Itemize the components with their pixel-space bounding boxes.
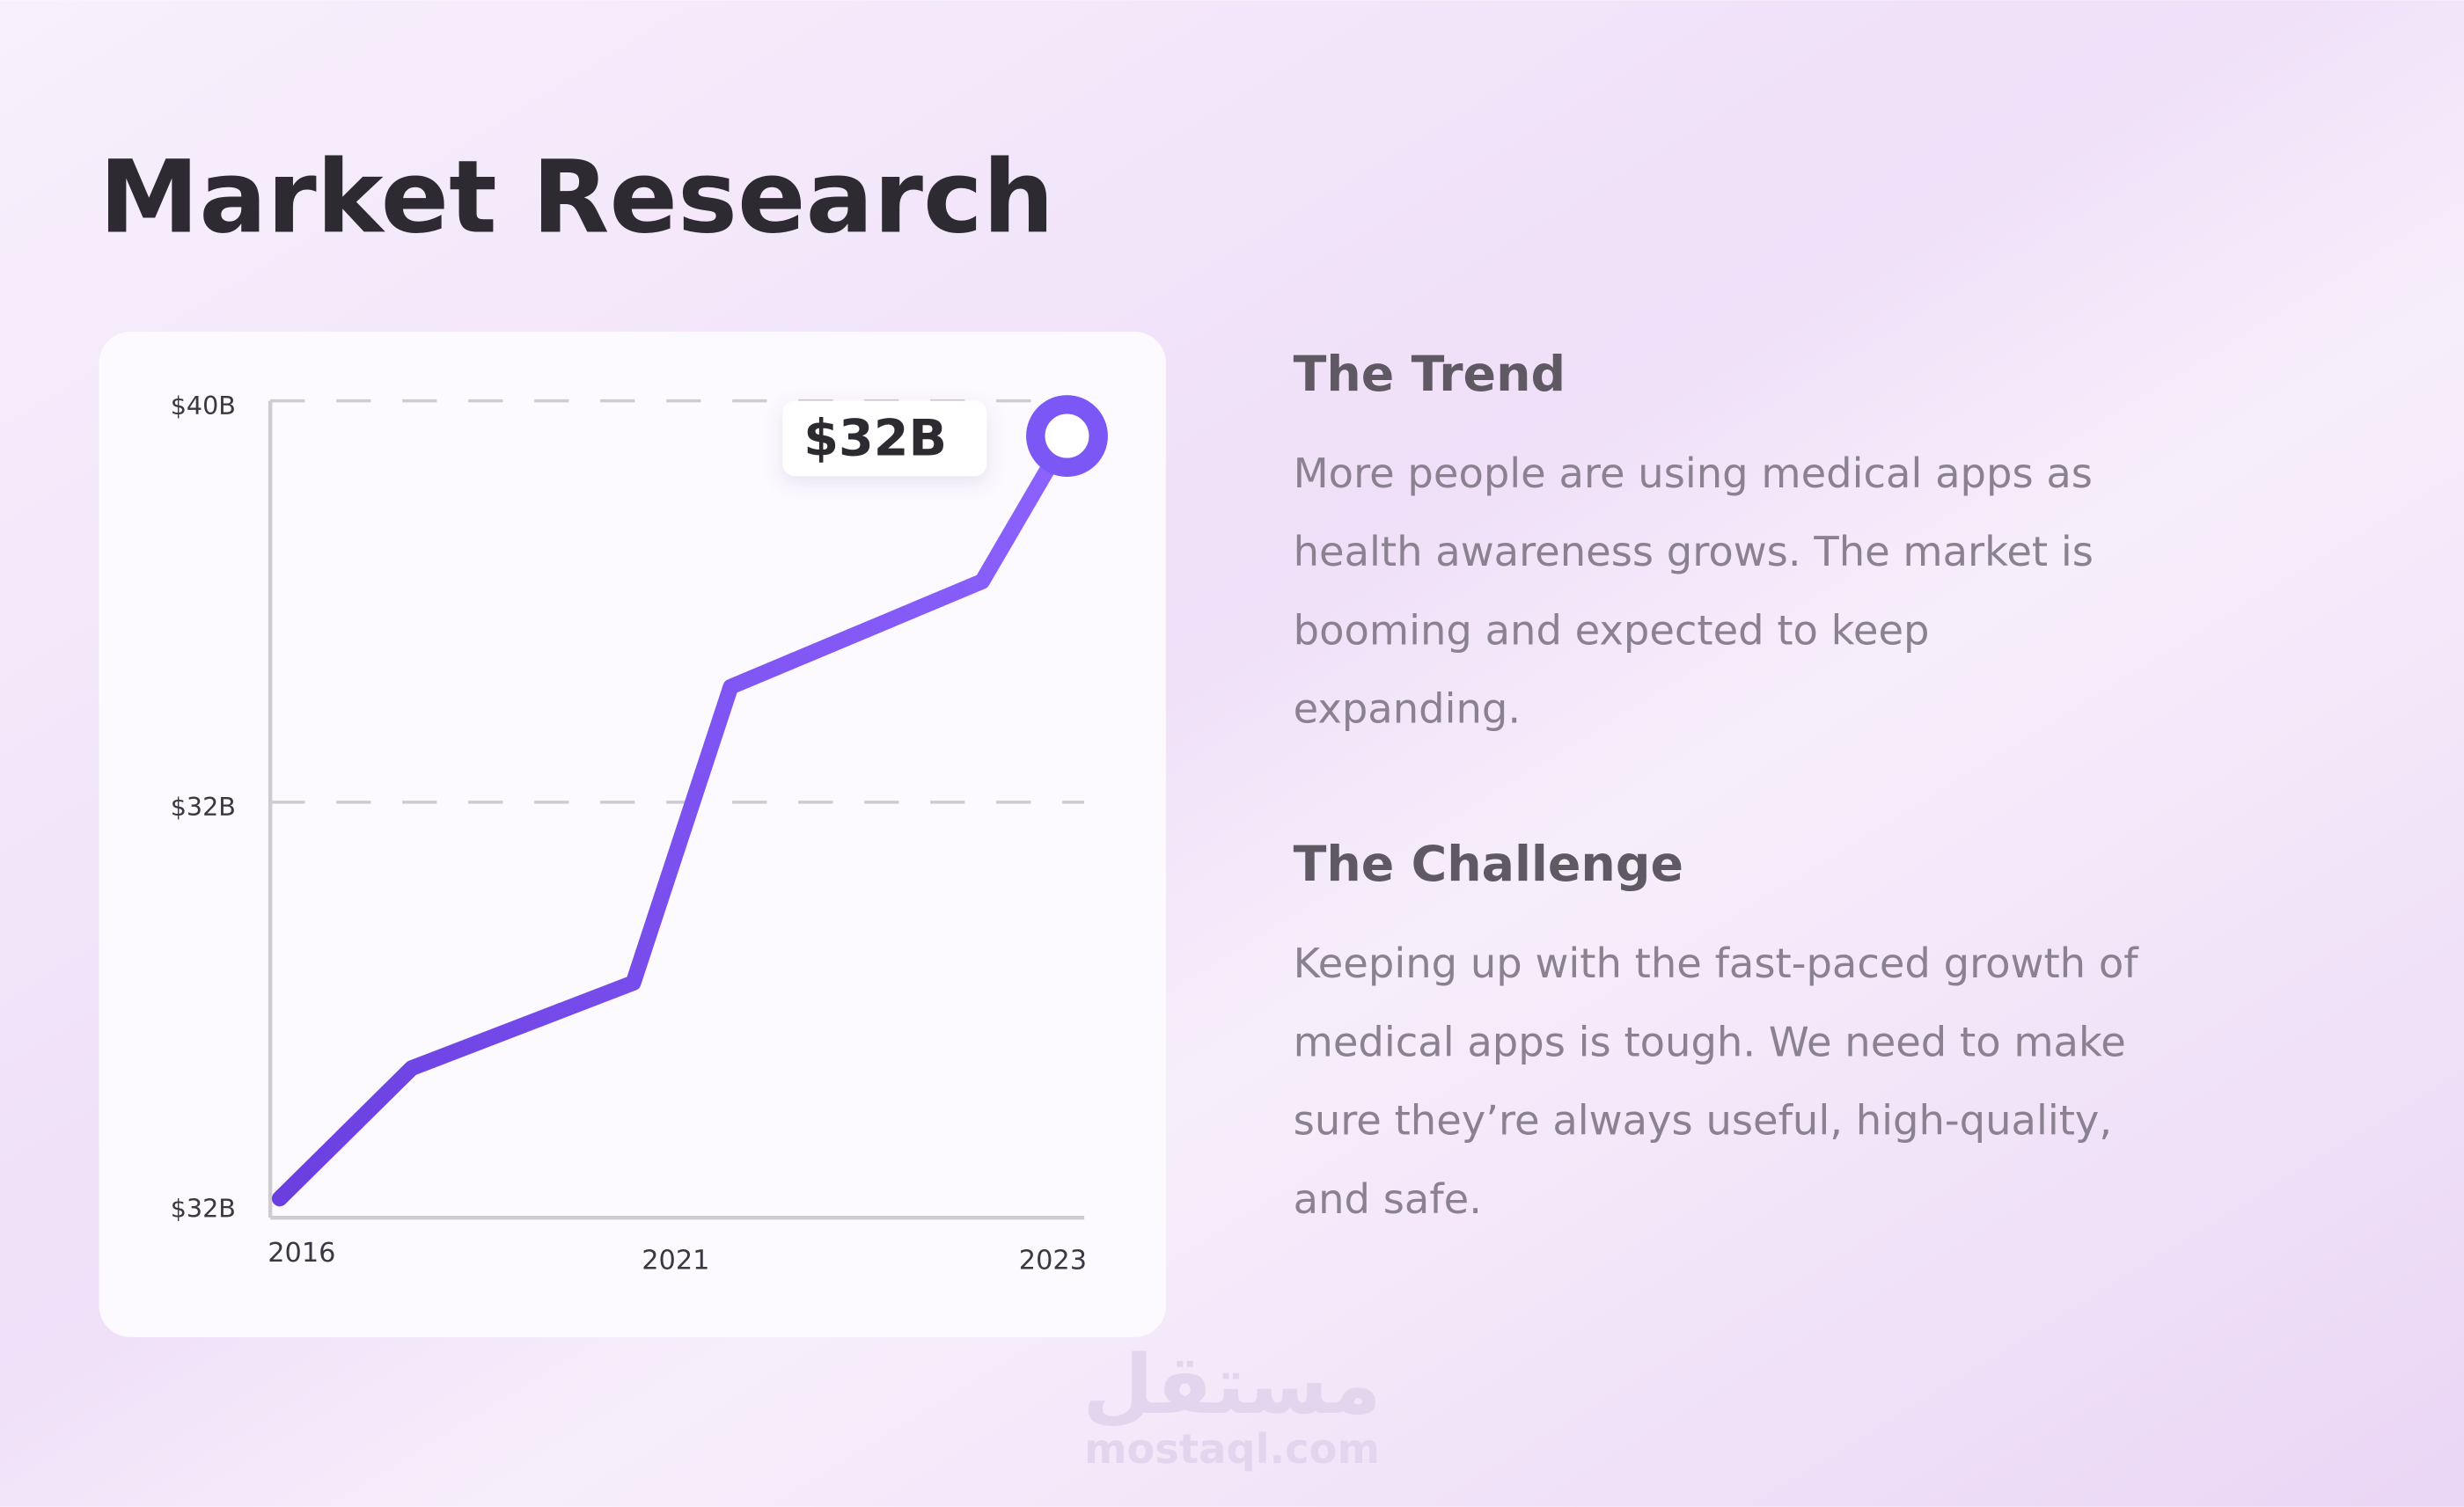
y-tick-label: $40B	[171, 391, 236, 421]
end-marker	[1026, 395, 1108, 477]
line-series	[271, 428, 1075, 1207]
section-text: sure they’re always useful, high-quality…	[1294, 1097, 2113, 1145]
section-text: More people are using medical apps as	[1294, 450, 2093, 497]
section-heading: The Trend	[1294, 347, 1566, 403]
chart: $40B $32B $32B 2016 2021 2023 $32B	[171, 391, 1108, 1277]
x-tick-label: 2023	[1019, 1246, 1087, 1277]
x-tick-label: 2016	[268, 1238, 335, 1269]
section-text: booming and expected to keep	[1294, 606, 1930, 654]
section-text: expanding.	[1294, 685, 1521, 733]
y-tick-label: $32B	[171, 1193, 236, 1223]
watermark-site: mostaql.com	[1084, 1425, 1380, 1473]
section-heading: The Challenge	[1294, 837, 1683, 893]
tooltip-label: $32B	[803, 410, 947, 468]
section-text: Keeping up with the fast-paced growth of	[1294, 940, 2140, 987]
chart-card	[99, 332, 1166, 1337]
x-tick-label: 2021	[642, 1246, 709, 1277]
page-title: Market Research	[99, 139, 1055, 256]
tooltip-box	[782, 400, 987, 477]
section-text: and safe.	[1294, 1175, 1482, 1223]
y-tick-label: $32B	[171, 792, 236, 822]
watermark-logo: مستقل	[1082, 1337, 1382, 1432]
section-text: health awareness grows. The market is	[1294, 528, 2094, 575]
section-text: medical apps is tough. We need to make	[1294, 1018, 2126, 1065]
text-column: The Trend More people are using medical a…	[1294, 347, 2140, 1223]
